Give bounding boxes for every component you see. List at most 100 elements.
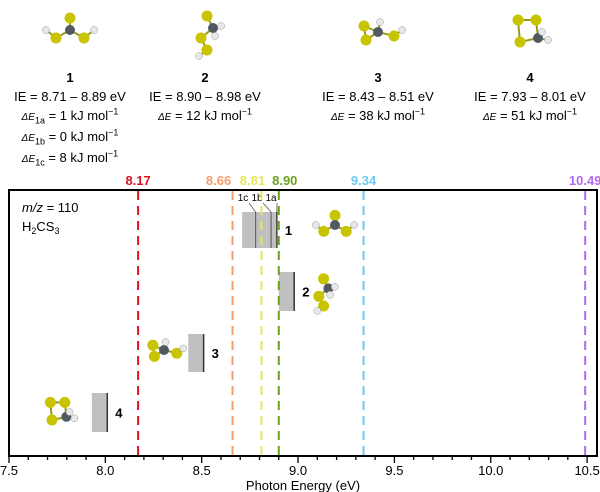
threshold-label-8.17: 8.17: [125, 173, 150, 188]
sulfur-atom: [148, 350, 160, 362]
formula-part: H: [22, 219, 31, 234]
hydrogen-atom: [350, 221, 358, 229]
delta-e: ΔE: [21, 154, 36, 165]
threshold-label-8.81: 8.81: [240, 173, 265, 188]
superscript: −1: [108, 106, 119, 117]
sulfur-atom: [512, 14, 524, 26]
sulfur-atom: [78, 32, 90, 44]
relative-energy: ΔE = 38 kJ mol−1: [313, 106, 443, 127]
subscript: 1a: [34, 115, 45, 126]
compound-3-info: 3 IE = 8.43 – 8.51 eV ΔE = 38 kJ mol−1: [313, 68, 443, 127]
threshold-label-8.66: 8.66: [206, 173, 231, 188]
hydrogen-atom: [65, 408, 74, 416]
relative-energy: ΔE = 12 kJ mol−1: [140, 106, 270, 127]
sulfur-atom: [64, 12, 76, 24]
compound-label: 2: [201, 70, 209, 85]
sulfur-atom: [329, 209, 341, 221]
sulfur-atom: [46, 414, 58, 426]
x-tick-label: 9.5: [385, 463, 403, 478]
carbon-atom: [159, 345, 169, 355]
sulfur-atom: [360, 34, 372, 46]
formula-part: 3: [54, 226, 59, 236]
hydrogen-atom: [211, 32, 219, 40]
formula-part: CS: [36, 219, 54, 234]
molecule-3-plot: [147, 338, 187, 362]
compound-label: 1: [66, 70, 74, 85]
hydrogen-atom: [42, 26, 50, 34]
sulfur-atom: [59, 396, 71, 408]
molecule-2: [195, 10, 225, 60]
energy-value: = 8 kJ mol: [44, 150, 108, 165]
threshold-label-9.34: 9.34: [351, 173, 377, 188]
hydrogen-atom: [538, 28, 546, 36]
sulfur-atom: [340, 225, 352, 237]
ionization-energy: IE = 8.90 – 8.98 eV: [149, 89, 261, 104]
hydrogen-atom: [161, 338, 170, 346]
hydrogen-atom: [195, 52, 203, 60]
hydrogen-atom: [312, 221, 320, 229]
x-tick-label: 7.5: [0, 463, 18, 478]
energy-value: = 12 kJ mol: [171, 108, 242, 123]
subscript: 1b: [34, 136, 45, 147]
superscript: −1: [107, 148, 119, 159]
superscript: −1: [108, 127, 119, 138]
molecule-3: [358, 18, 406, 46]
compound-2-info: 2 IE = 8.90 – 8.98 eV ΔE = 12 kJ mol−1: [140, 68, 270, 127]
sulfur-atom: [44, 396, 56, 408]
ie-range-bar-2: [278, 272, 295, 311]
molecule-1: [42, 12, 98, 44]
mass-label: m/z = 110: [22, 200, 79, 215]
sulfur-atom: [201, 10, 213, 22]
x-axis-label: Photon Energy (eV): [246, 478, 360, 492]
carbon-atom: [208, 23, 218, 33]
carbon-atom: [373, 27, 383, 37]
energy-value: = 38 kJ mol: [344, 108, 415, 123]
carbon-atom: [323, 283, 334, 294]
bar-label-3: 3: [212, 346, 219, 361]
hydrogen-atom: [376, 18, 384, 26]
formula-label: H2CS3: [22, 219, 59, 236]
conformer-label-1b: 1b: [251, 193, 263, 204]
hydrogen-atom: [313, 307, 321, 315]
superscript: −1: [241, 106, 253, 117]
mz-label: m/z: [22, 200, 43, 215]
compound-label: 3: [374, 70, 382, 85]
hydrogen-atom: [179, 344, 187, 353]
sulfur-atom: [358, 20, 370, 32]
carbon-atom: [330, 220, 340, 230]
x-tick-label: 8.5: [193, 463, 211, 478]
ionization-energy: IE = 8.71 – 8.89 eV: [14, 89, 126, 104]
relative-energy: ΔE = 51 kJ mol−1: [465, 106, 595, 127]
superscript: −1: [414, 106, 426, 117]
relative-energy: ΔE1a = 1 kJ mol−1: [5, 106, 135, 127]
ionization-energy: IE = 8.43 – 8.51 eV: [322, 89, 434, 104]
relative-energy: ΔE1b = 0 kJ mol−1: [5, 127, 135, 148]
hydrogen-atom: [90, 26, 98, 34]
compound-1-info: 1 IE = 8.71 – 8.89 eV ΔE1a = 1 kJ mol−1 ΔE…: [5, 68, 135, 169]
ie-range-bar-3: [188, 334, 204, 372]
sulfur-atom: [318, 225, 330, 237]
hydrogen-atom: [331, 283, 339, 291]
delta-e: ΔE: [21, 112, 35, 123]
sulfur-atom: [530, 14, 542, 26]
relative-energy: ΔE1c = 8 kJ mol−1: [5, 148, 135, 169]
molecule-4-plot: [44, 396, 79, 426]
sulfur-atom: [313, 290, 325, 302]
superscript: −1: [566, 106, 578, 117]
sulfur-atom: [147, 339, 159, 351]
formula-part: 2: [31, 226, 36, 236]
sulfur-atom: [514, 36, 526, 48]
sulfur-atom: [171, 347, 183, 359]
plot-frame: [8, 189, 598, 457]
sulfur-atom: [318, 300, 330, 312]
ie-range-bar-4: [91, 393, 108, 432]
molecule-4: [512, 14, 552, 48]
ionization-energy: IE = 7.93 – 8.01 eV: [474, 89, 586, 104]
ie-range-bar-1: [242, 212, 277, 248]
hydrogen-atom: [398, 26, 406, 34]
compound-4-info: 4 IE = 7.93 – 8.01 eV ΔE = 51 kJ mol−1: [465, 68, 595, 127]
carbon-atom: [65, 25, 75, 35]
molecule-1-plot: [312, 209, 358, 237]
sulfur-atom: [50, 32, 62, 44]
